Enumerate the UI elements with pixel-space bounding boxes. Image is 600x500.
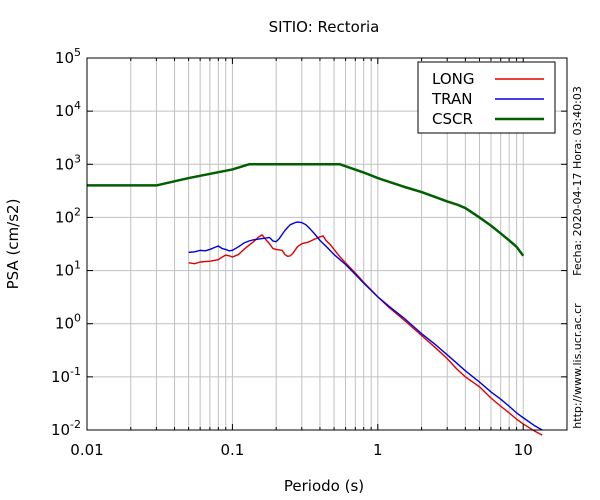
y-tick-label: 10-2 <box>51 418 81 439</box>
series-lines <box>87 163 543 436</box>
chart-title: SITIO: Rectoria <box>269 18 380 36</box>
legend-box <box>417 61 556 134</box>
legend-label-long: LONG <box>432 70 474 88</box>
x-tick-label: 0.01 <box>70 441 103 459</box>
x-tick-label: 0.1 <box>220 441 244 459</box>
y-axis-title: PSA (cm/s2) <box>4 199 22 290</box>
y-tick-label: 10-1 <box>51 365 81 386</box>
grid-lines <box>86 57 568 431</box>
y-tick-label: 100 <box>55 312 81 333</box>
legend-label-cscr: CSCR <box>432 110 473 128</box>
y-tick-label: 105 <box>55 46 81 67</box>
x-tick-label: 1 <box>373 441 383 459</box>
y-tick-label: 104 <box>55 99 81 120</box>
x-tick-label: 10 <box>514 441 533 459</box>
x-axis-title: Periodo (s) <box>284 477 364 495</box>
y-tick-label: 101 <box>55 259 81 280</box>
y-tick-label: 102 <box>55 205 81 226</box>
series-line-long <box>188 234 543 436</box>
series-line-tran <box>188 221 543 431</box>
axis-ticks: 0.01 0.1 1 10 105 104 103 102 101 100 10-1 10-2 <box>51 46 568 459</box>
plot-frame <box>86 57 568 431</box>
legend-label-tran: TRAN <box>431 90 472 108</box>
date-stamp: Fecha: 2020-04-17 Hora: 03:40:03 <box>571 86 584 276</box>
legend: LONG TRAN CSCR <box>417 61 556 134</box>
y-tick-label: 103 <box>55 152 81 173</box>
source-url: http://www.lis.ucr.ac.cr <box>571 303 584 429</box>
series-line-cscr <box>87 163 525 257</box>
